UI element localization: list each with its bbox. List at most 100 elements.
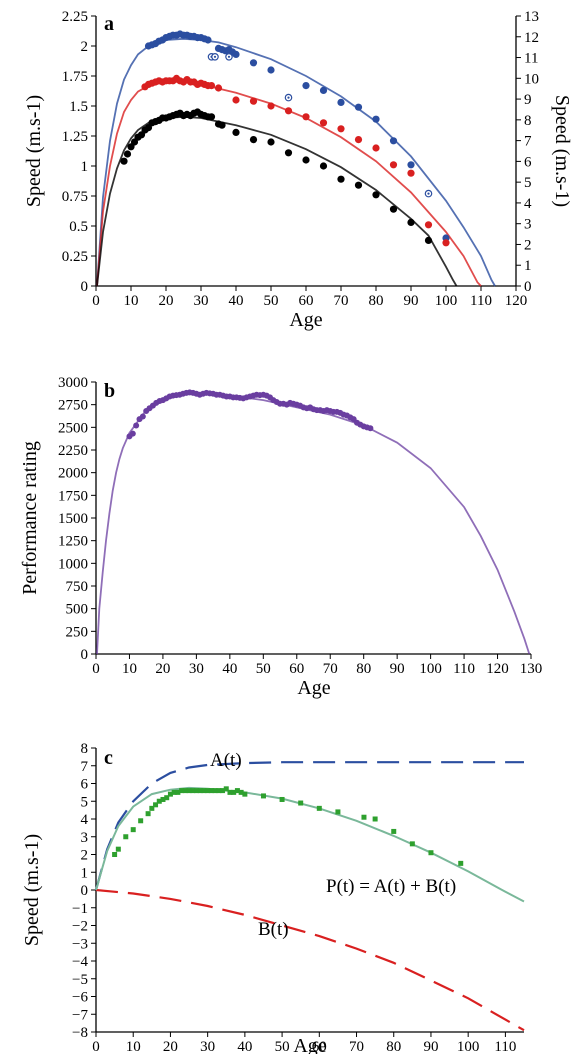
data-point [179,788,185,794]
data-point [319,86,328,94]
x-tick-label: 100 [457,1039,480,1054]
y-tick-label: 2.25 [62,9,88,25]
y-tick-label: 0.75 [62,189,88,205]
y-tick-label: −3 [72,936,88,952]
x-tick-label: 40 [229,293,244,309]
data-point [160,796,166,802]
y-tick-label: 2500 [58,420,88,436]
y-right-tick-label: 12 [524,30,539,46]
data-point [458,860,464,866]
data-point [123,150,132,158]
open-data-point-center [427,192,430,195]
y-tick-label: 1000 [58,556,88,572]
data-point [267,138,275,146]
data-point [407,218,415,226]
data-point [175,789,181,795]
data-point [149,805,155,811]
data-point [123,834,129,840]
y-right-tick-label: 5 [524,175,532,191]
x-tick-label: 20 [163,1039,178,1054]
fit-curve [96,37,496,287]
y-tick-label: 500 [66,602,89,618]
data-point [389,161,398,169]
x-tick-label: 110 [453,661,475,677]
data-point [319,119,328,127]
x-tick-label: 40 [222,661,237,677]
data-point [164,795,170,801]
data-point [284,149,293,157]
y-right-tick-label: 7 [524,134,532,150]
y-right-tick-label: 0 [524,279,532,295]
x-tick-label: 30 [189,661,204,677]
y-right-tick-label: 11 [524,51,538,67]
data-point [212,788,218,794]
y-tick-label: 6 [81,777,89,793]
y-tick-label: 1.5 [69,99,88,115]
data-point [372,191,380,199]
data-point [167,791,173,797]
data-point [354,181,363,189]
x-tick-label: 80 [369,293,384,309]
data-point [302,113,310,121]
panel-c: 0 10 20 30 40 50 60 70 80 90 100 110−8−7−6−5−4−3−2−… [21,741,525,1054]
y-tick-label: 2 [81,39,89,55]
data-point [232,50,240,59]
x-tick-label: 80 [386,1039,401,1054]
data-point [424,236,433,244]
y-tick-label: −5 [72,972,88,988]
x-tick-label: 70 [349,1039,364,1054]
data-point [204,36,212,44]
y-tick-label: 1.25 [62,129,88,145]
x-tick-label: 0 [92,293,100,309]
y-right-tick-label: 13 [524,9,539,25]
data-point [302,82,310,90]
data-point [249,97,258,105]
model-curve [94,761,524,891]
fit-curve [96,115,458,287]
x-tick-label: 50 [275,1039,290,1054]
fit-curve [96,392,531,655]
data-point [112,852,118,857]
data-point [442,239,450,247]
panel-a-y-axis-right-label: Speed (m.s-1) [551,95,573,207]
y-tick-label: 0.5 [69,219,88,235]
data-point [223,786,229,792]
x-tick-label: 50 [256,661,271,677]
data-point [267,102,275,110]
data-point [182,788,188,794]
data-point [216,788,222,794]
data-point [207,82,216,90]
x-tick-label: 50 [264,293,279,309]
data-point [354,103,363,111]
y-right-tick-label: 10 [524,71,539,87]
data-point [372,816,378,822]
x-tick-label: 120 [486,661,509,677]
y-tick-label: 250 [66,624,89,640]
data-point [139,413,146,420]
panel-b-x-axis-label: Age [297,677,330,699]
data-point [242,791,248,797]
x-tick-label: 20 [159,293,174,309]
data-point [367,425,374,432]
open-data-point-center [213,55,217,58]
panel-c-label: c [104,747,113,769]
x-tick-label: 90 [423,1039,438,1054]
data-point [298,800,304,806]
data-point [389,205,398,213]
x-tick-label: 60 [312,1039,327,1054]
y-tick-label: −6 [72,990,88,1006]
data-point [302,156,310,164]
x-tick-label: 130 [520,661,543,677]
y-tick-label: 1 [81,865,89,881]
y-tick-label: 1.75 [62,69,88,85]
y-tick-label: 5 [81,794,89,810]
y-tick-label: 2250 [58,443,88,459]
data-point [337,98,345,106]
x-tick-label: 100 [435,293,458,309]
data-point [232,128,240,136]
y-right-tick-label: 3 [524,217,532,233]
data-point [232,96,240,104]
data-point [208,788,214,794]
data-point [391,828,397,834]
data-point [138,818,144,824]
